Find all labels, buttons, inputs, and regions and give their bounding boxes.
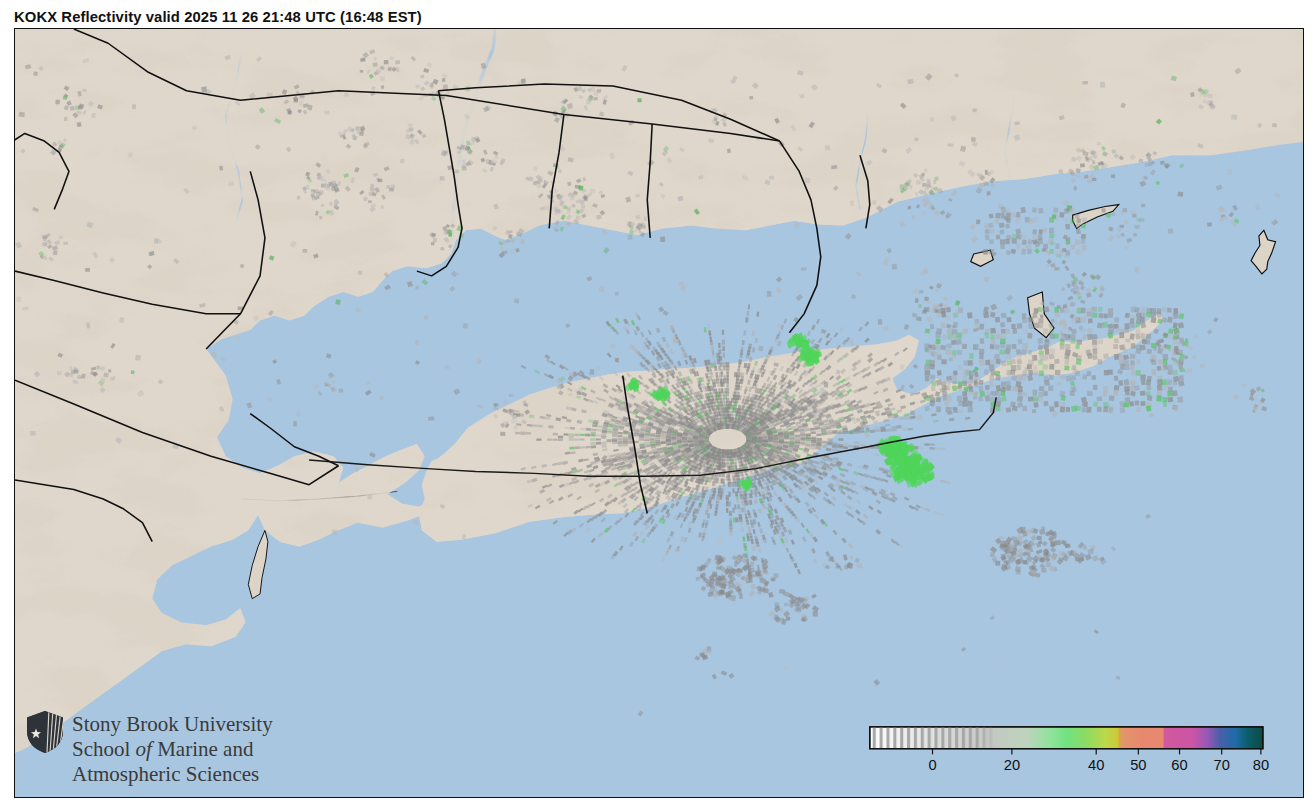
svg-text:80: 80: [1253, 757, 1269, 773]
svg-text:70: 70: [1214, 757, 1230, 773]
svg-text:50: 50: [1130, 757, 1146, 773]
svg-text:20: 20: [1004, 757, 1020, 773]
svg-text:60: 60: [1171, 757, 1187, 773]
svg-text:0: 0: [928, 757, 936, 773]
svg-text:40: 40: [1088, 757, 1104, 773]
